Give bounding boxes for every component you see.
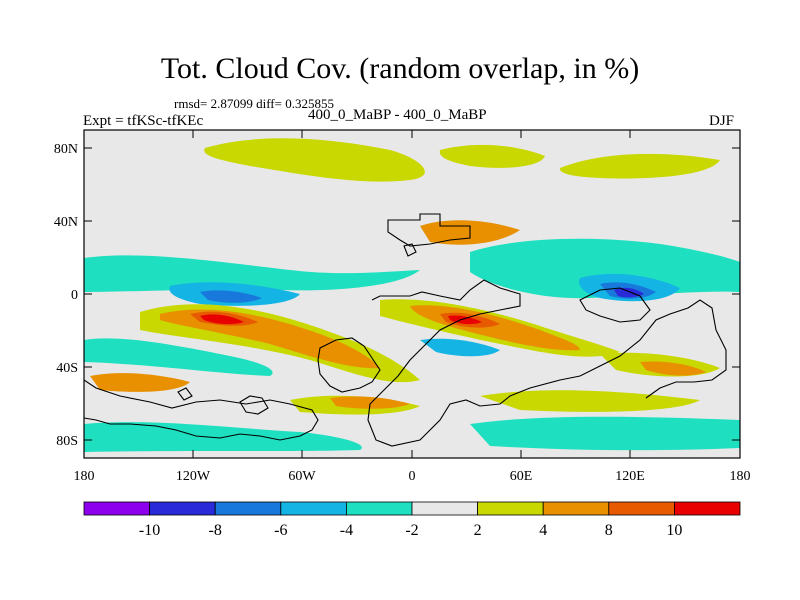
season-label: DJF (709, 113, 735, 129)
field-patch (420, 338, 500, 357)
colorbar-label: 8 (605, 522, 613, 539)
colorbar-label: 10 (666, 522, 682, 539)
lon-label: 120E (615, 469, 645, 484)
field-patch (330, 396, 410, 409)
lon-label: 60W (288, 469, 316, 484)
field-patch (439, 144, 545, 168)
colorbar-label: 4 (539, 522, 547, 539)
colorbar-swatch (542, 501, 610, 516)
coastline-path (579, 287, 651, 323)
lat-label: 80S (56, 434, 78, 449)
lat-label: 40S (56, 361, 78, 376)
lon-ticks (83, 130, 741, 458)
field-patch (204, 138, 425, 182)
experiment-label: Expt = tfKSc-tfKEc (83, 113, 204, 129)
field-patch (470, 416, 740, 451)
coastline-path (177, 387, 193, 401)
case-label: 400_0_MaBP - 400_0_MaBP (308, 107, 487, 123)
lon-label: 0 (409, 469, 416, 484)
coastline-path (239, 395, 269, 415)
field-patch (84, 255, 420, 292)
lon-label: 180 (74, 469, 95, 484)
colorbar-swatch (477, 501, 544, 516)
field-patch (200, 314, 244, 325)
lat-label: 80N (54, 142, 78, 157)
coastlines (83, 213, 727, 447)
lat-label: 40N (54, 215, 78, 230)
field-patch (470, 238, 740, 299)
colorbar-swatch (149, 501, 216, 516)
coastline-path (367, 279, 727, 447)
colorbar-label: -10 (139, 522, 160, 539)
coastline-path (83, 379, 319, 441)
colorbar-swatch (608, 501, 675, 516)
colorbar-swatch (345, 501, 413, 516)
field-patch (200, 290, 262, 303)
colorbar-swatch (214, 501, 282, 516)
field-patch (480, 390, 700, 412)
coastline-path (403, 243, 417, 257)
colorbar-swatch (674, 501, 741, 516)
coastline-path (317, 337, 381, 393)
plot-title: Tot. Cloud Cov. (random overlap, in %) (160, 52, 640, 85)
colorbar-swatch (280, 501, 347, 516)
colorbar-swatch (411, 501, 478, 516)
lon-label: 180 (730, 469, 751, 484)
colorbar: -10 -8 -6 -4 -2 2 4 8 10 (83, 501, 741, 539)
lat-label: 0 (71, 288, 78, 303)
field-patch (84, 338, 273, 376)
colorbar-label: 2 (474, 522, 482, 539)
cloud-cover-field (84, 130, 740, 458)
colorbar-label: -4 (340, 522, 353, 539)
field-patch (559, 153, 720, 179)
field-patch (640, 361, 706, 376)
field-patch (90, 373, 190, 392)
lat-ticks (84, 147, 740, 441)
colorbar-label: -8 (209, 522, 222, 539)
colorbar-label: -2 (405, 522, 418, 539)
stats-label: rmsd= 2.87099 diff= 0.325855 (174, 96, 334, 111)
lon-label: 60E (510, 469, 533, 484)
colorbar-label: -6 (274, 522, 287, 539)
coastline-path (387, 213, 471, 247)
colorbar-swatch (83, 501, 150, 516)
lon-label: 120W (176, 469, 211, 484)
